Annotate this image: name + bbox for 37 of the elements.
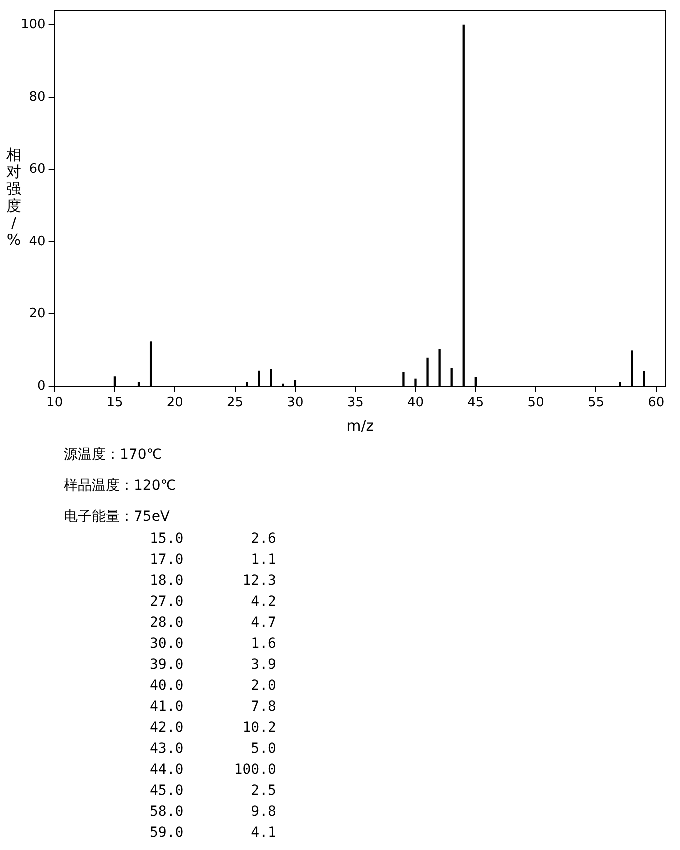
- text: 41.0 7.8: [150, 698, 278, 717]
- text: 44.0 100.0: [150, 761, 278, 780]
- text: 27.0 4.2: [150, 593, 278, 612]
- text: 30.0 1.6: [150, 635, 278, 654]
- text: 源温度：170℃: [64, 446, 164, 465]
- x-tick-label: 10: [46, 396, 64, 411]
- text: 18.0 12.3: [150, 572, 278, 591]
- x-tick-label: 35: [347, 396, 364, 411]
- text: 样品温度：120℃: [64, 477, 178, 496]
- text: 58.0 9.8: [150, 803, 278, 822]
- y-tick-label: 60: [29, 162, 46, 178]
- text: 43.0 5.0: [150, 740, 278, 759]
- x-tick-label: 50: [528, 396, 544, 411]
- x-tick-label: 45: [468, 396, 484, 411]
- text: 15.0 2.6: [150, 530, 278, 549]
- y-axis-title: 相对强度/%: [6, 146, 22, 249]
- x-tick-label: 30: [287, 396, 304, 411]
- x-tick-label: 20: [166, 396, 184, 411]
- x-tick-label: 55: [588, 396, 604, 411]
- text: 17.0 1.1: [150, 551, 278, 570]
- x-tick-label: 60: [648, 396, 665, 411]
- x-axis-title: m/z: [346, 416, 374, 435]
- text: 电子能量：75eV: [64, 509, 170, 525]
- x-tick-label: 40: [407, 396, 424, 411]
- text: 28.0 4.7: [150, 614, 278, 633]
- x-tick-label: 25: [227, 396, 244, 411]
- y-tick-label: 100: [20, 18, 46, 33]
- y-tick-label: 20: [29, 306, 46, 322]
- x-tick-label: 15: [106, 396, 124, 411]
- y-tick-label: 0: [38, 378, 46, 394]
- y-tick-label: 40: [29, 234, 46, 250]
- text: 45.0 2.5: [150, 782, 278, 801]
- text: 39.0 3.9: [150, 656, 278, 675]
- text: 59.0 4.1: [150, 824, 278, 843]
- y-tick-label: 80: [29, 90, 46, 105]
- text: 40.0 2.0: [150, 677, 278, 696]
- text: 42.0 10.2: [150, 719, 278, 738]
